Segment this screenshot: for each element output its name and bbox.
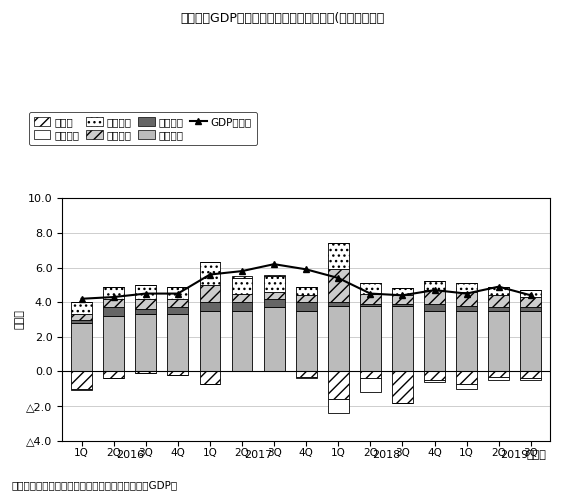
Bar	[520, 371, 541, 378]
Text: 2018: 2018	[372, 450, 401, 460]
Bar	[456, 371, 477, 384]
Bar	[520, 308, 541, 311]
Bar	[328, 269, 349, 302]
Bar	[71, 371, 92, 389]
Bar	[232, 278, 253, 293]
Bar	[295, 371, 316, 377]
Bar	[199, 285, 220, 302]
Bar	[71, 315, 92, 319]
Bar	[456, 384, 477, 389]
Bar	[295, 302, 316, 311]
Bar	[424, 304, 445, 311]
Bar	[520, 378, 541, 380]
Bar	[71, 389, 92, 390]
Bar	[424, 380, 445, 382]
Bar	[136, 299, 156, 309]
Bar	[488, 311, 509, 371]
Text: 2019: 2019	[501, 450, 529, 460]
Bar	[264, 276, 285, 292]
Bar	[264, 308, 285, 371]
Bar	[71, 323, 92, 371]
Bar	[71, 302, 92, 315]
Bar	[328, 302, 349, 306]
Bar	[392, 371, 413, 403]
Bar	[232, 276, 253, 278]
Bar	[328, 371, 349, 399]
Bar	[360, 304, 381, 306]
Bar	[167, 315, 188, 371]
Bar	[392, 304, 413, 306]
Bar	[264, 299, 285, 308]
Bar	[295, 295, 316, 302]
Bar	[232, 302, 253, 311]
Bar	[328, 399, 349, 413]
Bar	[456, 306, 477, 311]
Bar	[520, 311, 541, 371]
Text: （年）: （年）	[527, 450, 547, 460]
Bar	[328, 244, 349, 269]
Bar	[136, 315, 156, 371]
Text: 2016: 2016	[116, 450, 144, 460]
Bar	[71, 319, 92, 323]
Bar	[488, 295, 509, 308]
Bar	[360, 371, 381, 378]
Text: 図　実質GDP成長率と項目別寄与度の推移(前年同期比）: 図 実質GDP成長率と項目別寄与度の推移(前年同期比）	[180, 12, 385, 25]
Bar	[488, 286, 509, 295]
Bar	[167, 308, 188, 315]
Bar	[167, 299, 188, 308]
Bar	[264, 275, 285, 276]
Bar	[360, 293, 381, 304]
Bar	[360, 283, 381, 293]
Bar	[488, 371, 509, 377]
Bar	[136, 371, 156, 373]
Bar	[392, 288, 413, 295]
Bar	[295, 377, 316, 378]
Bar	[199, 302, 220, 311]
Bar	[232, 293, 253, 302]
Bar	[424, 282, 445, 290]
Bar	[520, 297, 541, 308]
Bar	[328, 306, 349, 371]
Bar	[295, 311, 316, 371]
Legend: 純輸出, 在庫投資, 民間投資, 公共投資, 政府消費, 個人消費, GDP成長率: 純輸出, 在庫投資, 民間投資, 公共投資, 政府消費, 個人消費, GDP成長…	[29, 111, 257, 145]
Bar	[520, 290, 541, 297]
Bar	[392, 306, 413, 371]
Bar	[167, 286, 188, 299]
Bar	[232, 311, 253, 371]
Bar	[199, 262, 220, 285]
Bar	[456, 283, 477, 292]
Bar	[199, 311, 220, 371]
Bar	[136, 309, 156, 315]
Bar	[103, 299, 124, 308]
Bar	[103, 286, 124, 299]
Y-axis label: （％）: （％）	[15, 310, 25, 329]
Bar	[103, 371, 124, 378]
Bar	[424, 290, 445, 304]
Bar	[264, 292, 285, 299]
Bar	[424, 311, 445, 371]
Bar	[488, 308, 509, 311]
Text: （出所）マレーシア中央銀行／統計局「四半期別GDP」: （出所）マレーシア中央銀行／統計局「四半期別GDP」	[11, 481, 177, 491]
Bar	[167, 371, 188, 375]
Bar	[424, 371, 445, 380]
Bar	[295, 286, 316, 295]
Bar	[136, 285, 156, 299]
Bar	[392, 295, 413, 304]
Bar	[360, 306, 381, 371]
Bar	[103, 316, 124, 371]
Text: 2017: 2017	[244, 450, 272, 460]
Bar	[103, 308, 124, 316]
Bar	[488, 377, 509, 380]
Bar	[360, 378, 381, 392]
Bar	[199, 371, 220, 384]
Bar	[456, 292, 477, 306]
Bar	[456, 311, 477, 371]
